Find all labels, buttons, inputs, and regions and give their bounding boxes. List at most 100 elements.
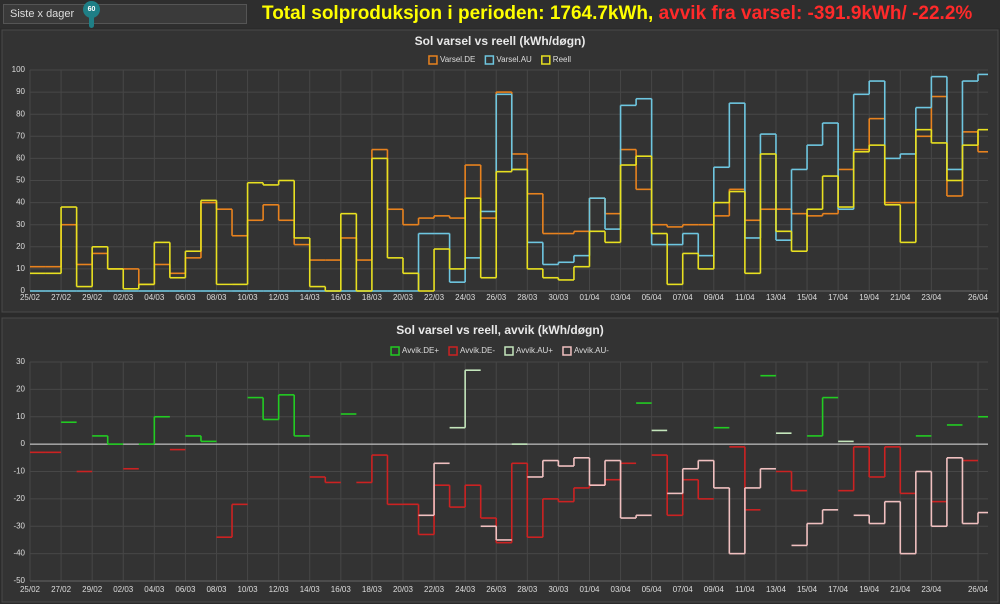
y-tick-label: 0 xyxy=(21,286,26,295)
chart-title: Sol varsel vs reell, avvik (kWh/døgn) xyxy=(396,323,603,337)
x-tick-label: 26/04 xyxy=(968,585,989,594)
legend-label: Avvik.DE+ xyxy=(402,346,439,355)
top-bar: Siste x dager 60 Total solproduksjon i p… xyxy=(0,0,1000,28)
x-tick-label: 05/04 xyxy=(642,293,663,302)
legend-swatch xyxy=(428,55,438,65)
x-tick-label: 20/03 xyxy=(393,293,414,302)
y-tick-label: 0 xyxy=(21,439,26,448)
x-tick-label: 09/04 xyxy=(704,585,725,594)
x-tick-label: 18/03 xyxy=(362,585,383,594)
legend: Avvik.DE+ Avvik.DE- Avvik.AU+ Avvik.AU- xyxy=(390,346,609,356)
legend-label: Avvik.AU- xyxy=(574,346,609,355)
forecast-deviation: avvik fra varsel: -391.9kWh/ -22.2% xyxy=(658,3,973,24)
x-tick-label: 09/04 xyxy=(704,293,725,302)
x-tick-label: 14/03 xyxy=(300,293,321,302)
chart-title: Sol varsel vs reell (kWh/døgn) xyxy=(415,34,586,48)
legend-swatch xyxy=(448,346,458,356)
legend-swatch xyxy=(562,346,572,356)
x-tick-label: 14/03 xyxy=(300,585,321,594)
x-tick-label: 24/03 xyxy=(455,293,476,302)
x-tick-label: 11/04 xyxy=(735,293,755,302)
x-tick-label: 13/04 xyxy=(766,585,787,594)
x-tick-label: 27/02 xyxy=(51,585,72,594)
x-tick-label: 18/03 xyxy=(362,293,383,302)
legend-swatch xyxy=(541,55,551,65)
y-tick-label: 80 xyxy=(16,109,25,118)
period-dropdown[interactable]: Siste x dager xyxy=(3,4,247,24)
x-tick-label: 25/02 xyxy=(20,585,41,594)
y-tick-label: 40 xyxy=(16,198,25,207)
y-tick-label: 20 xyxy=(16,384,25,393)
x-tick-label: 29/02 xyxy=(82,293,103,302)
x-tick-label: 17/04 xyxy=(828,585,849,594)
total-production: Total solproduksjon i perioden: 1764.7kW… xyxy=(262,3,654,24)
x-tick-label: 19/04 xyxy=(859,293,880,302)
x-tick-label: 08/03 xyxy=(206,293,227,302)
y-tick-label: 30 xyxy=(16,220,25,229)
x-tick-label: 02/03 xyxy=(113,293,134,302)
y-tick-label: 10 xyxy=(16,264,25,273)
x-tick-label: 30/03 xyxy=(548,293,569,302)
x-tick-label: 15/04 xyxy=(797,293,818,302)
x-tick-label: 06/03 xyxy=(175,585,196,594)
y-tick-label: -20 xyxy=(13,494,25,503)
x-tick-label: 16/03 xyxy=(331,293,352,302)
x-tick-label: 04/03 xyxy=(144,585,165,594)
x-tick-label: 15/04 xyxy=(797,585,818,594)
legend-label: Reell xyxy=(553,55,571,64)
x-tick-label: 12/03 xyxy=(269,585,290,594)
x-tick-label: 26/03 xyxy=(486,585,507,594)
x-tick-label: 23/04 xyxy=(921,293,942,302)
x-tick-label: 30/03 xyxy=(548,585,569,594)
x-tick-label: 28/03 xyxy=(517,293,538,302)
legend: Varsel.DE Varsel.AU Reell xyxy=(428,55,571,65)
y-tick-label: 30 xyxy=(16,357,25,366)
y-tick-label: 90 xyxy=(16,87,25,96)
legend-label: Varsel.DE xyxy=(440,55,475,64)
y-tick-label: -40 xyxy=(13,549,25,558)
x-tick-label: 17/04 xyxy=(828,293,849,302)
period-label: Siste x dager xyxy=(10,8,75,20)
x-tick-label: 06/03 xyxy=(175,293,196,302)
x-tick-label: 04/03 xyxy=(144,293,165,302)
x-tick-label: 19/04 xyxy=(859,585,880,594)
y-tick-label: 10 xyxy=(16,412,25,421)
y-tick-label: 50 xyxy=(16,176,25,185)
y-tick-label: -50 xyxy=(13,576,25,585)
summary: Total solproduksjon i perioden: 1764.7kW… xyxy=(262,3,972,25)
x-tick-label: 01/04 xyxy=(579,293,600,302)
y-tick-label: 60 xyxy=(16,154,25,163)
x-tick-label: 02/03 xyxy=(113,585,134,594)
x-tick-label: 29/02 xyxy=(82,585,103,594)
legend-label: Avvik.DE- xyxy=(460,346,495,355)
x-tick-label: 01/04 xyxy=(579,585,600,594)
y-tick-label: 20 xyxy=(16,242,25,251)
legend-swatch xyxy=(484,55,495,65)
legend-swatch xyxy=(504,346,514,356)
legend-swatch xyxy=(390,346,400,356)
x-tick-label: 10/03 xyxy=(238,585,259,594)
y-tick-label: 100 xyxy=(12,65,26,74)
x-tick-label: 22/03 xyxy=(424,585,445,594)
x-tick-label: 23/04 xyxy=(921,585,942,594)
x-tick-label: 03/04 xyxy=(611,293,632,302)
x-tick-label: 25/02 xyxy=(20,293,41,302)
x-tick-label: 07/04 xyxy=(673,585,694,594)
step-riser xyxy=(106,394,824,445)
x-tick-label: 27/02 xyxy=(51,293,72,302)
x-tick-label: 22/03 xyxy=(424,293,445,302)
x-tick-label: 05/04 xyxy=(642,585,663,594)
y-tick-label: 70 xyxy=(16,131,25,140)
x-tick-label: 03/04 xyxy=(611,585,632,594)
x-tick-label: 20/03 xyxy=(393,585,414,594)
x-tick-label: 12/03 xyxy=(269,293,290,302)
x-tick-label: 16/03 xyxy=(331,585,352,594)
x-tick-label: 26/04 xyxy=(968,293,989,302)
slider-knob[interactable]: 60 xyxy=(83,1,100,18)
y-tick-label: -10 xyxy=(13,467,25,476)
x-tick-label: 21/04 xyxy=(890,585,911,594)
x-tick-label: 11/04 xyxy=(735,585,755,594)
x-tick-label: 28/03 xyxy=(517,585,538,594)
